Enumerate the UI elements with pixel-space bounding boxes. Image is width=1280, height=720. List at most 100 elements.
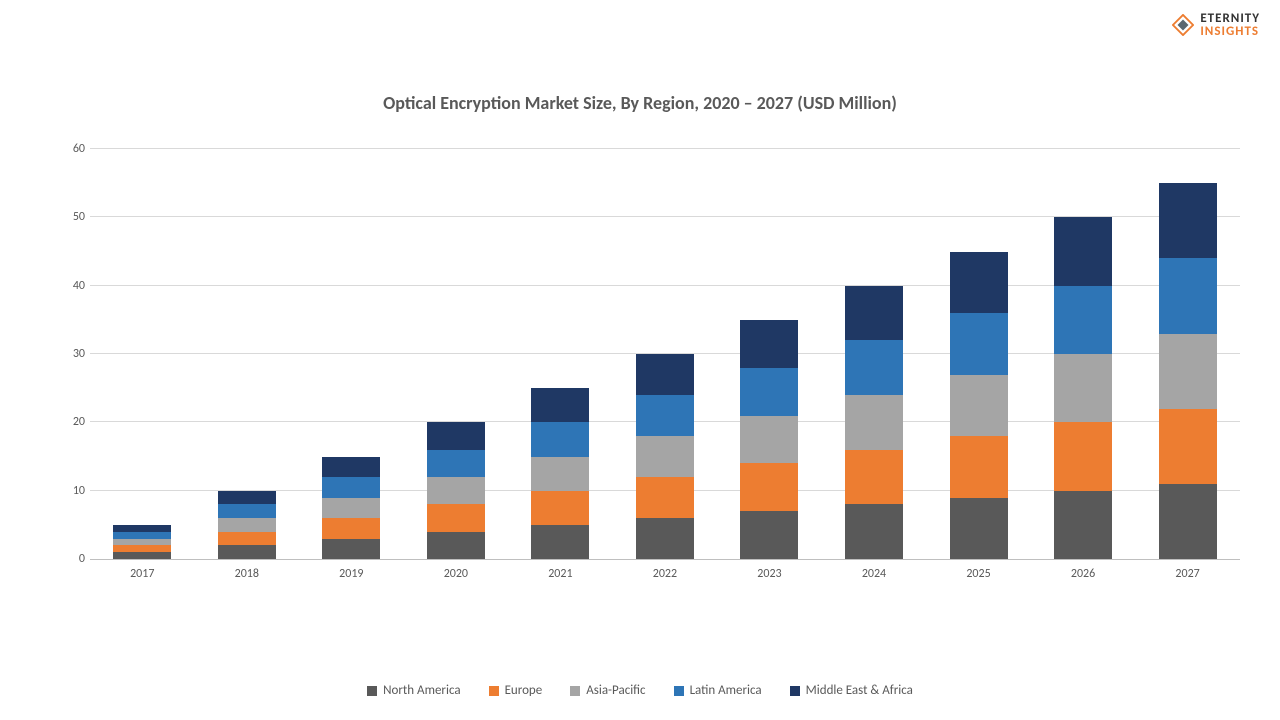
legend-swatch — [367, 686, 377, 696]
bar-segment — [636, 477, 694, 518]
x-axis-tick: 2025 — [966, 567, 990, 581]
bar-segment — [113, 552, 171, 559]
bar-segment — [1159, 258, 1217, 333]
bar-segment — [636, 518, 694, 559]
y-axis-tick: 50 — [60, 210, 85, 224]
bar-segment — [1054, 491, 1112, 559]
bar-segment — [740, 463, 798, 511]
legend-item: Asia-Pacific — [570, 683, 645, 698]
bar-group: 2020 — [427, 422, 485, 559]
bar-group: 2019 — [322, 457, 380, 560]
bar-segment — [636, 354, 694, 395]
bar-segment — [531, 388, 589, 422]
bar-segment — [845, 450, 903, 505]
bar-segment — [740, 320, 798, 368]
bar-segment — [845, 395, 903, 450]
y-axis-tick: 10 — [60, 484, 85, 498]
bar-segment — [322, 539, 380, 560]
bar-segment — [845, 286, 903, 341]
x-axis-tick: 2021 — [548, 567, 572, 581]
bar-segment — [740, 368, 798, 416]
logo-diamond-icon — [1172, 14, 1194, 36]
x-axis-tick: 2022 — [653, 567, 677, 581]
legend-swatch — [489, 686, 499, 696]
bar-segment — [950, 313, 1008, 375]
bar-segment — [1054, 217, 1112, 285]
x-axis-tick: 2020 — [444, 567, 468, 581]
bar-segment — [1159, 409, 1217, 484]
x-axis-tick: 2026 — [1071, 567, 1095, 581]
bar-segment — [113, 539, 171, 546]
legend-item: Europe — [489, 683, 543, 698]
bar-segment — [950, 252, 1008, 314]
bar-group: 2026 — [1054, 217, 1112, 559]
bar-segment — [427, 422, 485, 449]
y-axis-tick: 60 — [60, 142, 85, 156]
bar-segment — [636, 436, 694, 477]
bar-segment — [218, 491, 276, 505]
logo-text-line2: INSIGHTS — [1200, 25, 1260, 38]
bar-segment — [113, 545, 171, 552]
x-axis-tick: 2023 — [757, 567, 781, 581]
bar-group: 2018 — [218, 491, 276, 559]
bar-segment — [950, 436, 1008, 498]
bar-segment — [322, 457, 380, 478]
legend: North America Europe Asia-Pacific Latin Ame… — [0, 683, 1280, 698]
bar-segment — [1159, 183, 1217, 258]
plot-region: 0102030405060201720182019202020212022202… — [90, 150, 1240, 560]
bar-segment — [845, 504, 903, 559]
bar-segment — [1159, 484, 1217, 559]
bar-segment — [531, 491, 589, 525]
x-axis-tick: 2027 — [1175, 567, 1199, 581]
bar-segment — [950, 498, 1008, 560]
legend-item: Middle East & Africa — [790, 683, 913, 698]
bar-segment — [1159, 334, 1217, 409]
bar-segment — [1054, 286, 1112, 354]
bar-segment — [218, 545, 276, 559]
legend-swatch — [674, 686, 684, 696]
y-axis-tick: 30 — [60, 347, 85, 361]
bar-segment — [740, 511, 798, 559]
bar-segment — [531, 457, 589, 491]
legend-label: Asia-Pacific — [586, 683, 645, 698]
bar-segment — [113, 532, 171, 539]
y-axis-tick: 40 — [60, 279, 85, 293]
bar-segment — [531, 422, 589, 456]
bars-container: 2017 2018 2019 2020 2021 2022 2023 2024 2025 2026… — [90, 150, 1240, 559]
bar-segment — [1054, 354, 1112, 422]
y-axis-tick: 0 — [60, 552, 85, 566]
legend-label: Europe — [505, 683, 543, 698]
bar-segment — [427, 450, 485, 477]
x-axis-tick: 2024 — [862, 567, 886, 581]
bar-group: 2025 — [950, 252, 1008, 560]
bar-segment — [218, 504, 276, 518]
x-axis-tick: 2019 — [339, 567, 363, 581]
bar-group: 2027 — [1159, 183, 1217, 559]
bar-group: 2021 — [531, 388, 589, 559]
brand-logo: ETERNITY INSIGHTS — [1172, 12, 1260, 38]
bar-segment — [1054, 422, 1112, 490]
legend-swatch — [570, 686, 580, 696]
bar-segment — [950, 375, 1008, 437]
bar-segment — [845, 340, 903, 395]
bar-group: 2017 — [113, 525, 171, 559]
gridline — [90, 148, 1240, 149]
bar-segment — [322, 498, 380, 519]
x-axis-tick: 2017 — [130, 567, 154, 581]
bar-segment — [636, 395, 694, 436]
bar-segment — [427, 477, 485, 504]
legend-label: North America — [383, 683, 460, 698]
bar-segment — [322, 518, 380, 539]
legend-item: Latin America — [674, 683, 762, 698]
chart-title: Optical Encryption Market Size, By Regio… — [0, 92, 1280, 114]
bar-group: 2024 — [845, 286, 903, 559]
bar-segment — [322, 477, 380, 498]
bar-group: 2022 — [636, 354, 694, 559]
bar-segment — [218, 532, 276, 546]
x-axis-tick: 2018 — [235, 567, 259, 581]
bar-segment — [218, 518, 276, 532]
legend-item: North America — [367, 683, 460, 698]
legend-label: Middle East & Africa — [806, 683, 913, 698]
bar-group: 2023 — [740, 320, 798, 559]
bar-segment — [427, 532, 485, 559]
